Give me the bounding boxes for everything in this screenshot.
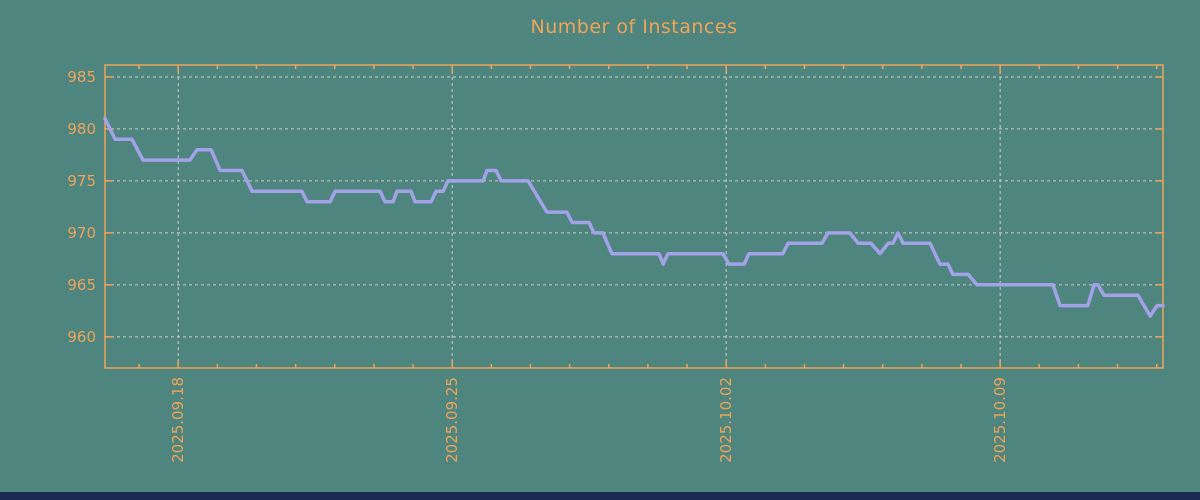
chart-title: Number of Instances — [530, 16, 738, 38]
footer-bar — [0, 492, 1200, 500]
y-axis-tick-label: 980 — [67, 120, 96, 138]
x-axis-tick-label: 2025.09.25 — [443, 377, 461, 463]
y-axis-tick-label: 960 — [67, 328, 96, 346]
y-axis-tick-label: 970 — [67, 224, 96, 242]
y-axis-tick-label: 975 — [67, 172, 96, 190]
x-axis-tick-label: 2025.10.02 — [717, 377, 735, 463]
x-axis-tick-label: 2025.09.18 — [169, 377, 187, 463]
y-axis-tick-label: 965 — [67, 276, 96, 294]
y-axis-tick-label: 985 — [67, 68, 96, 86]
plot-border — [104, 64, 1164, 369]
data-line-instances — [103, 116, 1165, 318]
x-axis-tick-label: 2025.10.09 — [991, 377, 1009, 463]
